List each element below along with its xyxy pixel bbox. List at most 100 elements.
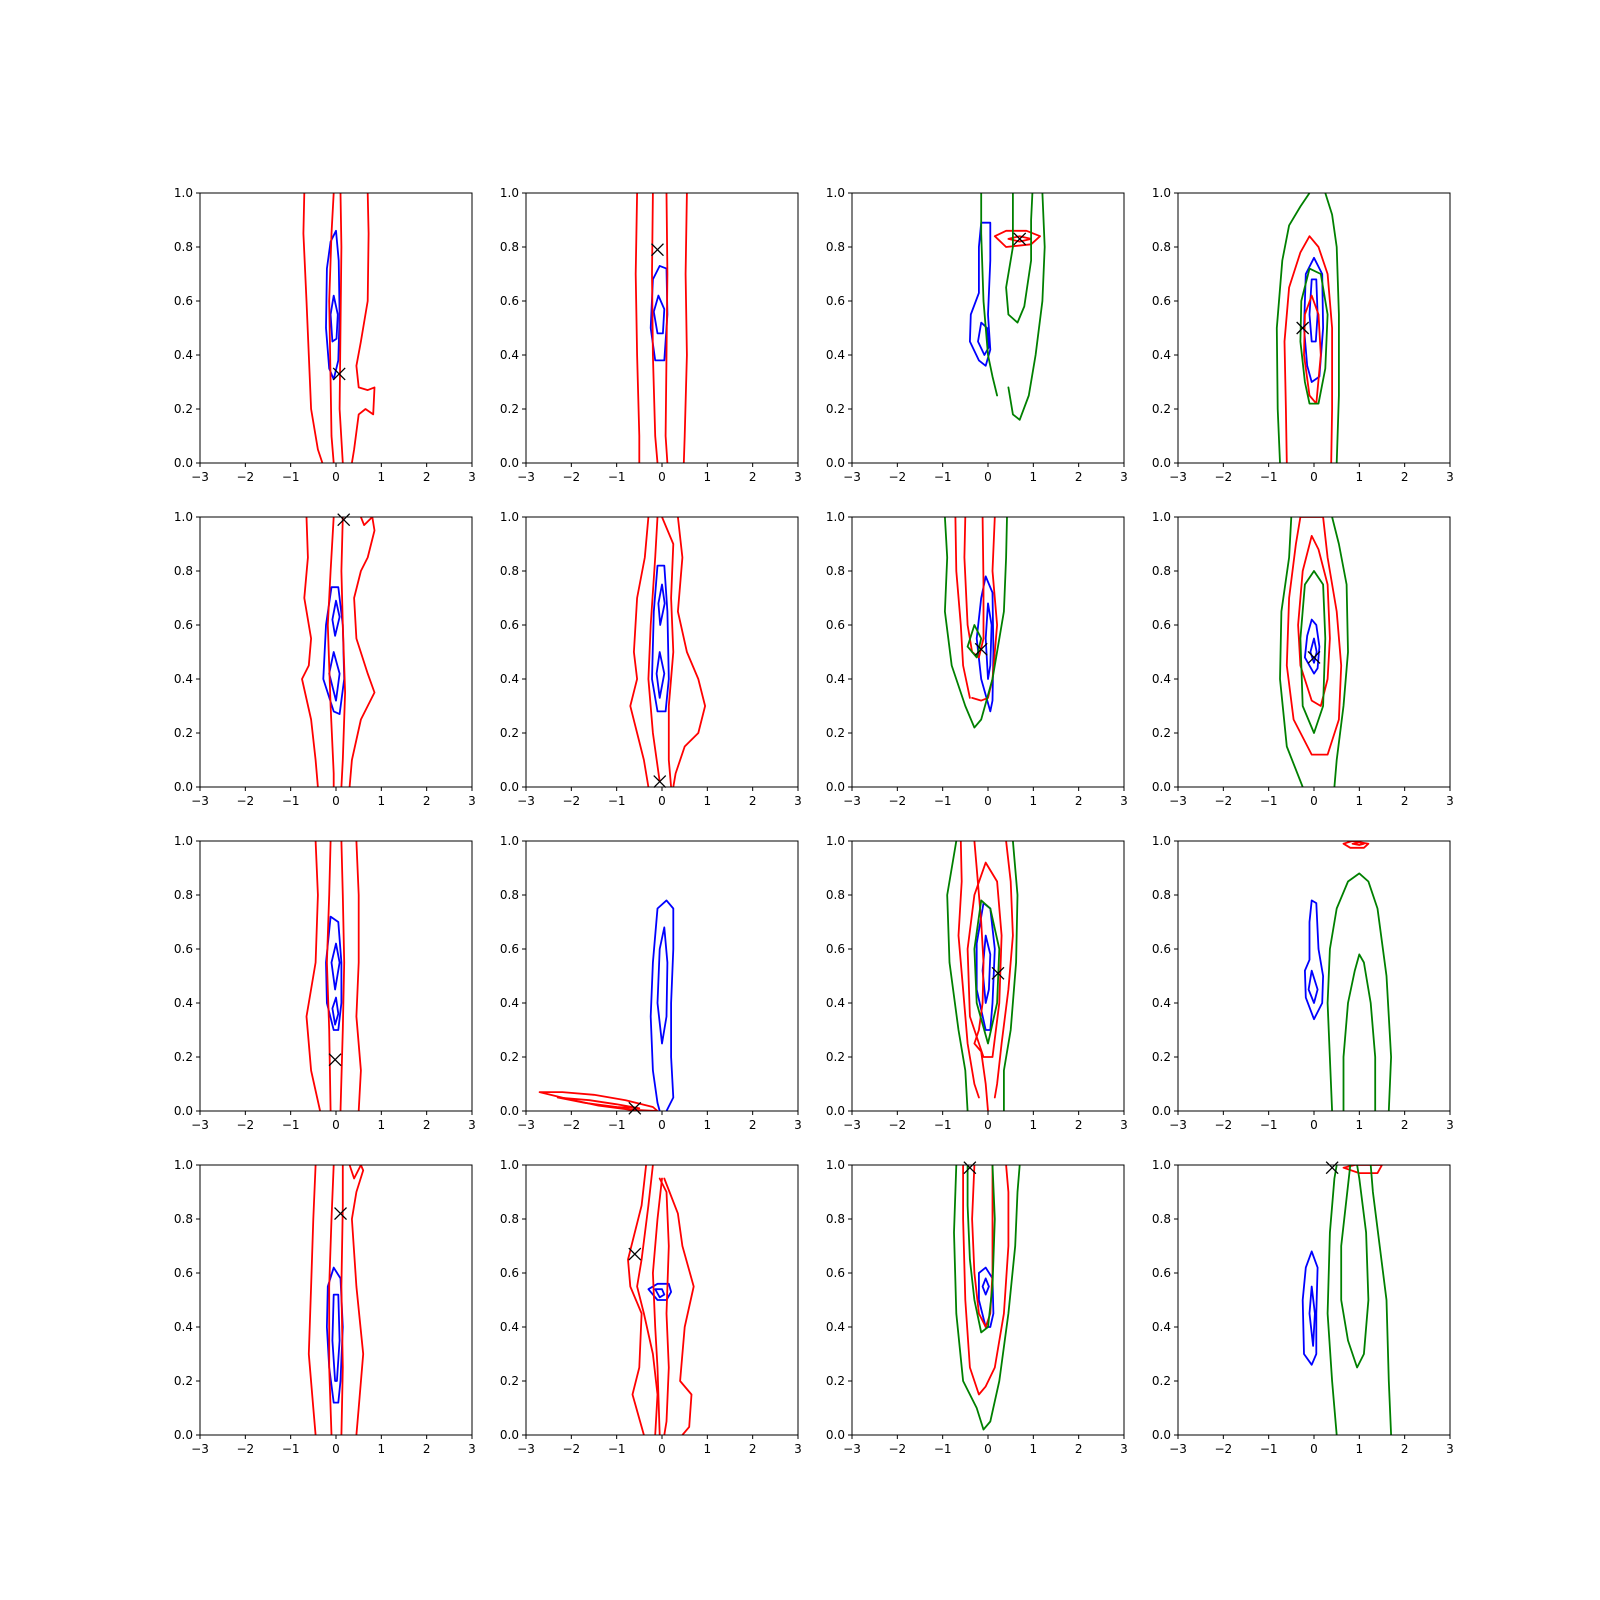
- blue-contour-line: [652, 294, 666, 335]
- x-tick-label: 2: [423, 470, 431, 484]
- x-tick-label: 2: [423, 794, 431, 808]
- y-tick-label: 1.0: [826, 834, 845, 848]
- y-tick-label: 0.6: [174, 942, 193, 956]
- blue-contour-line: [1301, 1250, 1319, 1366]
- y-tick-label: 0.2: [826, 1050, 845, 1064]
- red-contour-line: [328, 1165, 335, 1435]
- x-tick-label: 1: [704, 794, 712, 808]
- axes-frame: [199, 1164, 473, 1436]
- y-tick-label: 1.0: [500, 834, 519, 848]
- y-tick-label: 0.8: [826, 240, 845, 254]
- y-tick-label: 0.4: [1152, 348, 1171, 362]
- x-tick-label: −2: [888, 470, 906, 484]
- x-tick-label: 1: [1356, 794, 1364, 808]
- x-marker: [1013, 232, 1027, 246]
- x-tick-label: 2: [749, 1118, 757, 1132]
- x-tick-label: −1: [282, 1442, 300, 1456]
- blue-contour-line: [1304, 899, 1324, 1021]
- y-tick-label: 0.4: [174, 348, 193, 362]
- blue-contour-line: [322, 586, 346, 715]
- red-contour-line: [954, 517, 971, 699]
- red-contour-line: [351, 193, 376, 463]
- red-contour-line: [652, 1177, 663, 1435]
- green-contour-line: [1369, 1165, 1392, 1435]
- x-tick-label: 1: [1030, 470, 1038, 484]
- blue-contour-line: [649, 899, 675, 1111]
- subplot-2-4: −3 −2 −1 0 1 2 3 0.0 0.2 0.4 0.6 0.8 1.0: [1152, 510, 1454, 808]
- red-contour-line: [348, 1165, 365, 1435]
- y-tick-label: 0.8: [500, 888, 519, 902]
- x-tick-label: 3: [1446, 470, 1454, 484]
- y-tick-label: 0.6: [500, 294, 519, 308]
- blue-contour-line: [969, 221, 992, 367]
- contour-set: [629, 517, 706, 787]
- x-marker: [653, 775, 667, 789]
- y-tick-label: 0.6: [1152, 618, 1171, 632]
- x-marker: [651, 243, 664, 257]
- y-tick-label: 0.6: [500, 618, 519, 632]
- axes-frame: [525, 192, 799, 464]
- x-tick-label: 3: [794, 794, 802, 808]
- x-tick-label: 0: [1310, 470, 1318, 484]
- axes-frame: [199, 840, 473, 1112]
- x-tick-label: −1: [934, 1118, 952, 1132]
- contour-set: [538, 899, 675, 1111]
- x-marker: [1296, 321, 1310, 335]
- x-tick-label: 3: [1446, 794, 1454, 808]
- green-contour-line: [1275, 193, 1311, 463]
- y-tick-label: 1.0: [500, 510, 519, 524]
- red-contour-line: [326, 841, 332, 1111]
- y-tick-label: 0.2: [174, 1374, 193, 1388]
- x-tick-label: −1: [934, 1442, 952, 1456]
- y-tick-label: 0.0: [500, 1104, 519, 1118]
- x-tick-label: 0: [658, 1442, 666, 1456]
- x-tick-label: −1: [282, 1118, 300, 1132]
- red-contour-line: [629, 517, 650, 787]
- contour-set: [944, 517, 1008, 729]
- red-contour-line: [634, 193, 641, 463]
- y-tick-label: 0.2: [174, 402, 193, 416]
- x-tick-label: −2: [888, 1442, 906, 1456]
- x-tick-label: 0: [332, 1118, 340, 1132]
- x-tick-label: 1: [378, 470, 386, 484]
- x-marker: [991, 966, 1005, 980]
- x-tick-label: 2: [1401, 1118, 1409, 1132]
- blue-contour-line: [1303, 256, 1324, 383]
- red-contour-line: [340, 517, 346, 787]
- x-marker: [332, 367, 346, 381]
- y-tick-label: 0.2: [826, 402, 845, 416]
- axes-frame: [851, 516, 1125, 788]
- x-tick-label: 1: [1356, 1118, 1364, 1132]
- y-tick-label: 0.8: [1152, 1212, 1171, 1226]
- y-tick-label: 0.2: [174, 726, 193, 740]
- subplot-2-3: −3 −2 −1 0 1 2 3 0.0 0.2 0.4 0.6 0.8 1.0: [826, 510, 1128, 808]
- x-tick-label: 0: [658, 1118, 666, 1132]
- blue-contour-line: [975, 575, 995, 713]
- y-tick-label: 1.0: [1152, 186, 1171, 200]
- x-tick-label: 3: [468, 470, 476, 484]
- x-tick-label: −1: [282, 794, 300, 808]
- red-contour-line: [348, 517, 376, 787]
- green-contour-line: [1326, 872, 1392, 1111]
- subplot-4-4: −3 −2 −1 0 1 2 3 0.0 0.2 0.4 0.6 0.8 1.0: [1152, 1158, 1454, 1456]
- contour-set: [969, 193, 1046, 421]
- x-tick-label: −3: [517, 1118, 535, 1132]
- x-tick-label: −3: [843, 794, 861, 808]
- red-contour-line: [1351, 841, 1365, 846]
- red-contour-line: [664, 193, 669, 463]
- x-tick-label: −2: [236, 1118, 254, 1132]
- y-tick-label: 0.4: [826, 1320, 845, 1334]
- subplot-3-2: −3 −2 −1 0 1 2 3 0.0 0.2 0.4 0.6 0.8 1.0: [500, 834, 802, 1132]
- y-tick-label: 1.0: [174, 834, 193, 848]
- x-tick-label: 2: [1075, 1442, 1083, 1456]
- x-tick-label: 1: [704, 1442, 712, 1456]
- y-tick-label: 0.2: [1152, 402, 1171, 416]
- y-tick-label: 0.4: [174, 996, 193, 1010]
- y-tick-label: 0.6: [1152, 1266, 1171, 1280]
- x-tick-label: −1: [1260, 1442, 1278, 1456]
- green-contour-line: [944, 517, 1008, 729]
- x-tick-label: 3: [794, 1442, 802, 1456]
- x-tick-label: −2: [236, 794, 254, 808]
- red-contour-line: [355, 841, 362, 1111]
- y-tick-label: 1.0: [1152, 1158, 1171, 1172]
